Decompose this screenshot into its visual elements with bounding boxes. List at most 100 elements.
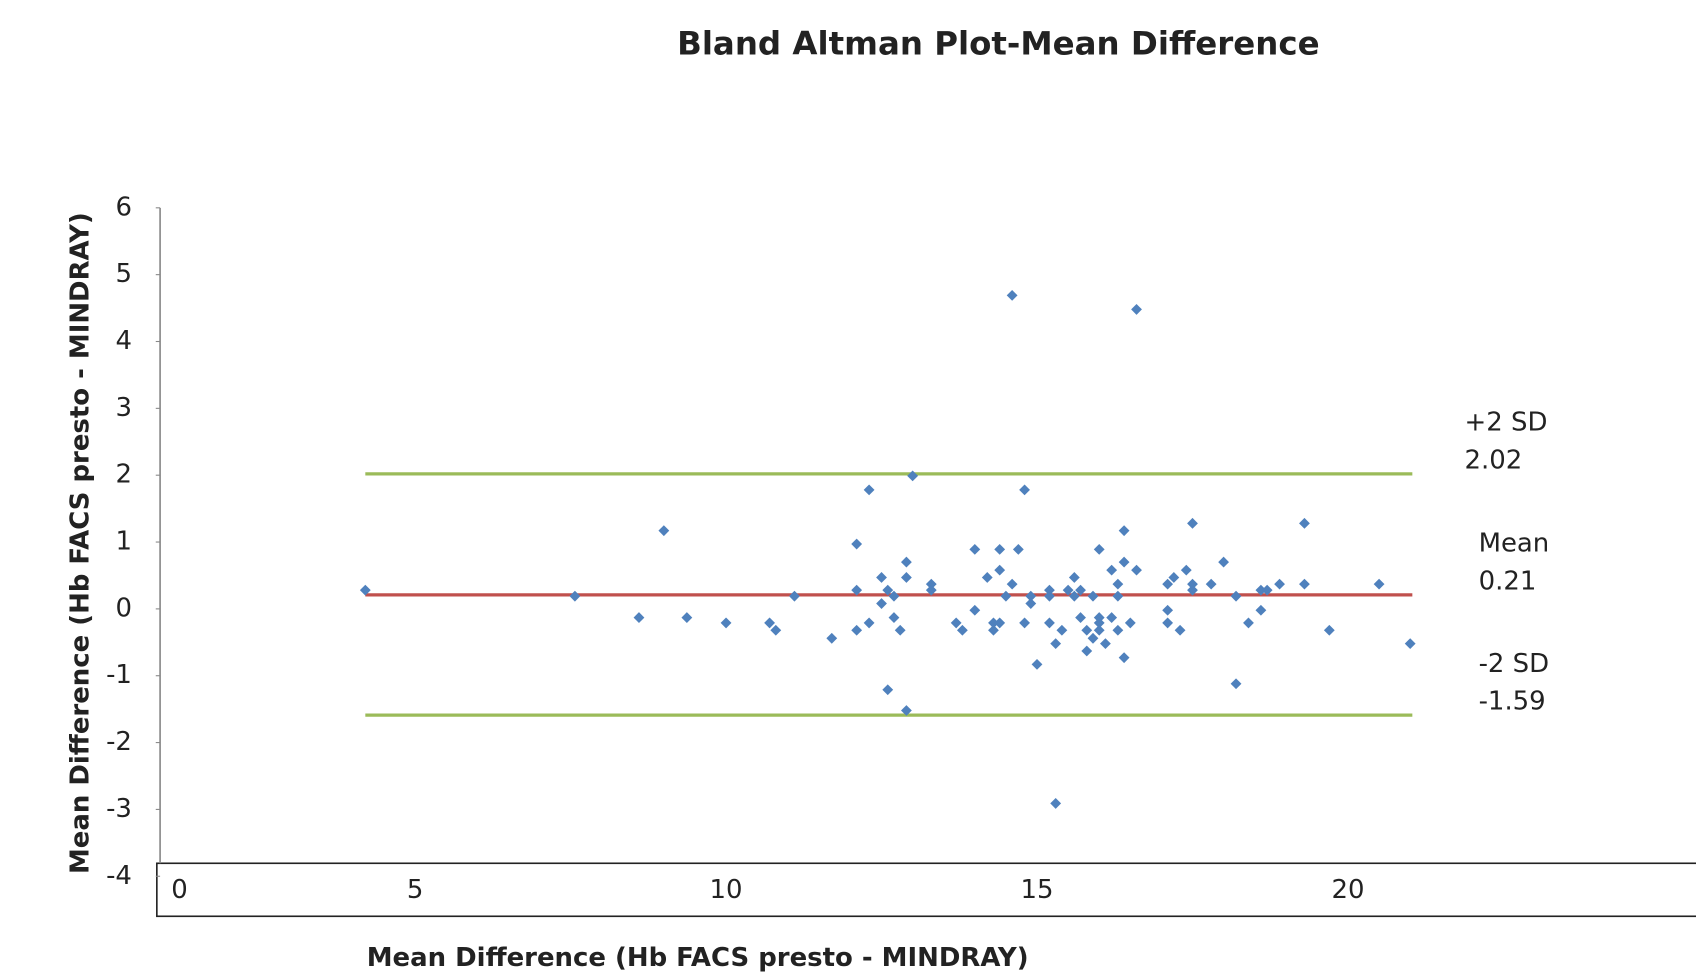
data-point <box>994 564 1006 576</box>
data-point <box>969 604 981 616</box>
data-point <box>994 543 1006 555</box>
data-point <box>359 584 371 596</box>
y-tick-label: 0 <box>115 593 132 623</box>
data-point <box>1187 517 1198 529</box>
y-tick-label: -1 <box>106 660 132 690</box>
reference-label: -2 SD <box>1479 649 1550 679</box>
data-point <box>764 617 775 629</box>
data-point <box>1124 617 1136 629</box>
data-point <box>1180 564 1192 576</box>
data-point <box>1044 590 1055 602</box>
data-point <box>956 624 968 636</box>
data-point <box>888 612 900 623</box>
data-point <box>925 584 937 596</box>
y-tick-label: 4 <box>115 326 132 356</box>
data-point <box>1118 652 1130 664</box>
data-point <box>1068 590 1080 602</box>
y-tick-label: 2 <box>115 460 132 490</box>
data-point <box>1230 590 1242 602</box>
y-tick-label: 5 <box>115 259 132 289</box>
data-point <box>770 624 782 636</box>
data-point <box>882 684 894 696</box>
data-point <box>988 624 999 636</box>
y-tick-label: 3 <box>115 393 132 423</box>
data-point <box>1068 572 1080 583</box>
data-point <box>1044 584 1055 596</box>
data-point <box>1255 584 1267 596</box>
x-tick-label: 0 <box>171 875 188 905</box>
data-point <box>901 572 912 583</box>
data-point <box>1093 612 1105 623</box>
data-point <box>720 617 732 629</box>
data-point <box>1075 612 1086 623</box>
data-point <box>1087 632 1099 644</box>
data-point <box>851 584 863 596</box>
data-point <box>1006 289 1018 301</box>
data-point <box>1261 584 1273 596</box>
data-point <box>851 624 863 636</box>
y-tick-label: 1 <box>115 527 132 557</box>
data-point <box>1100 638 1111 650</box>
data-point <box>888 590 900 602</box>
data-point <box>1162 617 1174 629</box>
data-point <box>1162 604 1174 616</box>
chart-title: Bland Altman Plot-Mean Difference <box>677 25 1319 63</box>
data-point <box>981 572 993 583</box>
x-tick-label: 5 <box>407 875 424 905</box>
data-point <box>1087 590 1099 602</box>
data-point <box>1025 590 1037 602</box>
data-point <box>969 543 981 555</box>
data-point <box>658 525 670 537</box>
reference-value: 0.21 <box>1479 566 1537 596</box>
data-point <box>1062 584 1074 596</box>
data-point <box>901 556 912 568</box>
data-point <box>950 617 962 629</box>
data-point <box>1006 578 1018 590</box>
y-tick-label: -4 <box>106 861 132 891</box>
data-point <box>1323 624 1335 636</box>
data-point <box>789 590 800 602</box>
data-point <box>1243 617 1254 629</box>
data-point <box>1174 624 1186 636</box>
data-point <box>1093 543 1105 555</box>
data-point <box>1050 638 1062 650</box>
reference-value: -1.59 <box>1479 687 1546 717</box>
data-point <box>988 617 999 629</box>
data-point <box>1255 604 1267 616</box>
data-point <box>1299 578 1310 590</box>
data-point <box>1031 658 1043 670</box>
data-point <box>894 624 906 636</box>
data-point <box>907 470 919 482</box>
data-point <box>925 578 937 590</box>
x-axis-title: Mean Difference (Hb FACS presto - MINDRA… <box>367 943 1029 973</box>
x-axis-box <box>156 862 1696 918</box>
data-point <box>863 617 875 629</box>
data-point <box>1187 584 1198 596</box>
data-point <box>901 705 912 716</box>
data-point <box>863 484 875 496</box>
data-point <box>1081 645 1093 657</box>
data-point <box>882 584 894 596</box>
data-point <box>1025 598 1037 609</box>
data-point <box>1000 590 1012 602</box>
data-point <box>1218 556 1230 568</box>
x-tick-label: 15 <box>1021 875 1054 905</box>
data-point <box>1299 517 1310 529</box>
data-point <box>1230 678 1242 690</box>
reference-value: 2.02 <box>1465 445 1523 475</box>
data-point <box>851 538 863 550</box>
data-point <box>1112 624 1124 636</box>
data-point <box>569 590 581 602</box>
y-tick-label: -3 <box>106 794 132 824</box>
data-point <box>1118 556 1130 568</box>
data-point <box>1404 638 1416 650</box>
data-point <box>1019 617 1030 629</box>
data-point <box>1056 624 1068 636</box>
reference-label: +2 SD <box>1465 408 1548 438</box>
data-point <box>1131 304 1142 315</box>
data-point <box>876 572 887 583</box>
data-point <box>994 617 1006 629</box>
data-point <box>1274 578 1285 590</box>
data-point <box>1019 484 1030 496</box>
